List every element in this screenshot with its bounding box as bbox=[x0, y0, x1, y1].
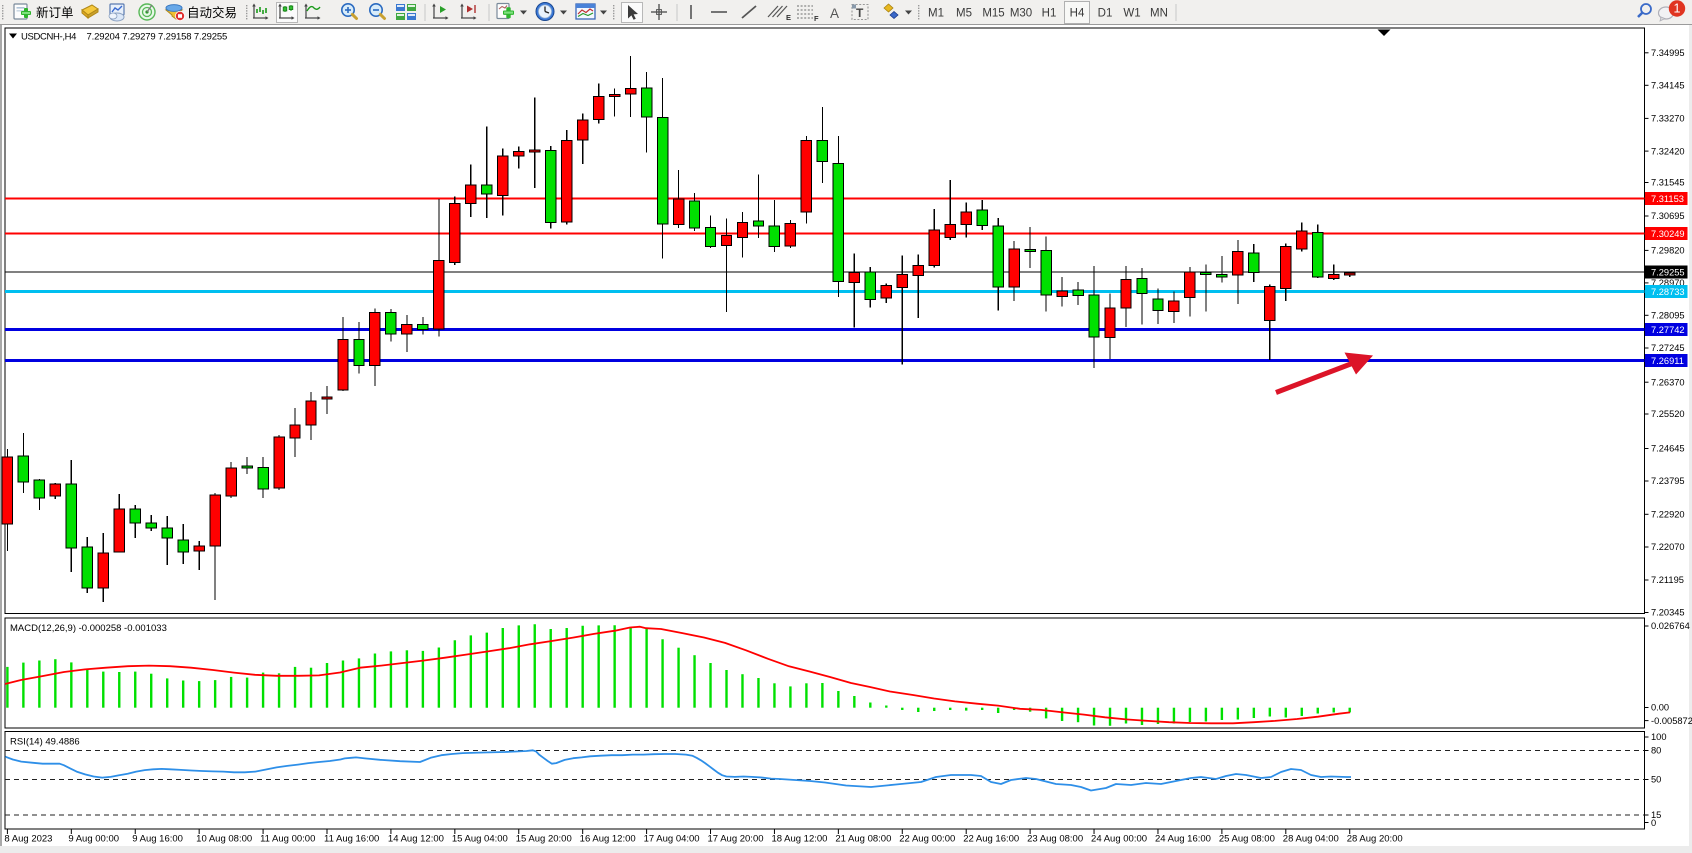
svg-text:USDCNH-,H4: USDCNH-,H4 bbox=[21, 32, 76, 43]
svg-text:80: 80 bbox=[1651, 746, 1661, 756]
svg-text:7.26911: 7.26911 bbox=[1651, 356, 1684, 366]
svg-text:7.32420: 7.32420 bbox=[1651, 146, 1685, 156]
svg-text:M15: M15 bbox=[982, 8, 1004, 20]
svg-text:-0.005872: -0.005872 bbox=[1651, 716, 1692, 726]
svg-text:24 Aug 00:00: 24 Aug 00:00 bbox=[1091, 834, 1147, 845]
svg-text:7.28095: 7.28095 bbox=[1651, 311, 1685, 321]
svg-text:23 Aug 08:00: 23 Aug 08:00 bbox=[1027, 834, 1083, 845]
svg-text:8 Aug 2023: 8 Aug 2023 bbox=[4, 834, 52, 845]
svg-text:7.27742: 7.27742 bbox=[1651, 325, 1685, 335]
svg-text:14 Aug 12:00: 14 Aug 12:00 bbox=[388, 834, 444, 845]
svg-text:7.31153: 7.31153 bbox=[1651, 194, 1684, 204]
svg-text:7.23795: 7.23795 bbox=[1651, 476, 1685, 486]
svg-text:15 Aug 04:00: 15 Aug 04:00 bbox=[452, 834, 508, 845]
svg-text:1: 1 bbox=[1674, 2, 1681, 16]
svg-text:22 Aug 16:00: 22 Aug 16:00 bbox=[963, 834, 1019, 845]
svg-text:MACD(12,26,9) -0.000258 -0.001: MACD(12,26,9) -0.000258 -0.001033 bbox=[10, 623, 167, 634]
svg-text:7.29204 7.29279 7.29158 7.2925: 7.29204 7.29279 7.29158 7.29255 bbox=[87, 32, 228, 43]
svg-text:28 Aug 20:00: 28 Aug 20:00 bbox=[1347, 834, 1403, 845]
svg-text:15 Aug 20:00: 15 Aug 20:00 bbox=[516, 834, 572, 845]
svg-text:7.21195: 7.21195 bbox=[1651, 575, 1684, 585]
svg-text:9 Aug 00:00: 9 Aug 00:00 bbox=[68, 834, 119, 845]
svg-text:7.29820: 7.29820 bbox=[1651, 246, 1685, 256]
svg-text:7.22070: 7.22070 bbox=[1651, 542, 1685, 552]
svg-text:100: 100 bbox=[1651, 732, 1667, 742]
svg-text:7.31545: 7.31545 bbox=[1651, 178, 1685, 188]
svg-text:新订单: 新订单 bbox=[36, 5, 74, 20]
svg-text:0.00: 0.00 bbox=[1651, 703, 1669, 713]
svg-text:17 Aug 04:00: 17 Aug 04:00 bbox=[644, 834, 700, 845]
svg-text:7.28733: 7.28733 bbox=[1651, 287, 1685, 297]
svg-text:11 Aug 16:00: 11 Aug 16:00 bbox=[324, 834, 379, 845]
svg-text:A: A bbox=[830, 6, 839, 21]
svg-text:22 Aug 00:00: 22 Aug 00:00 bbox=[899, 834, 955, 845]
svg-text:15: 15 bbox=[1651, 810, 1661, 820]
svg-text:24 Aug 16:00: 24 Aug 16:00 bbox=[1155, 834, 1211, 845]
svg-text:M30: M30 bbox=[1010, 8, 1032, 20]
svg-text:7.28970: 7.28970 bbox=[1651, 278, 1685, 288]
svg-text:16 Aug 12:00: 16 Aug 12:00 bbox=[580, 834, 636, 845]
svg-text:7.27245: 7.27245 bbox=[1651, 343, 1685, 353]
svg-text:7.34995: 7.34995 bbox=[1651, 48, 1685, 58]
svg-text:0.026764: 0.026764 bbox=[1651, 621, 1690, 631]
svg-text:18 Aug 12:00: 18 Aug 12:00 bbox=[771, 834, 827, 845]
svg-text:17 Aug 20:00: 17 Aug 20:00 bbox=[708, 834, 764, 845]
svg-text:11 Aug 00:00: 11 Aug 00:00 bbox=[260, 834, 315, 845]
svg-text:7.30249: 7.30249 bbox=[1651, 229, 1685, 239]
svg-text:M1: M1 bbox=[928, 8, 944, 20]
svg-text:21 Aug 08:00: 21 Aug 08:00 bbox=[835, 834, 891, 845]
svg-text:7.34145: 7.34145 bbox=[1651, 81, 1685, 91]
svg-text:E: E bbox=[786, 13, 791, 22]
svg-text:28 Aug 04:00: 28 Aug 04:00 bbox=[1283, 834, 1339, 845]
svg-text:7.20345: 7.20345 bbox=[1651, 608, 1685, 618]
svg-text:7.33270: 7.33270 bbox=[1651, 114, 1685, 124]
svg-text:50: 50 bbox=[1651, 775, 1661, 785]
svg-text:7.24645: 7.24645 bbox=[1651, 444, 1685, 454]
svg-text:7.29255: 7.29255 bbox=[1651, 268, 1685, 278]
svg-text:H1: H1 bbox=[1042, 8, 1057, 20]
svg-text:H4: H4 bbox=[1070, 8, 1085, 20]
svg-text:MN: MN bbox=[1150, 8, 1168, 20]
svg-text:7.26370: 7.26370 bbox=[1651, 377, 1685, 387]
svg-text:自动交易: 自动交易 bbox=[187, 5, 237, 20]
svg-text:D1: D1 bbox=[1098, 8, 1113, 20]
svg-text:W1: W1 bbox=[1123, 8, 1140, 20]
svg-text:RSI(14) 49.4886: RSI(14) 49.4886 bbox=[10, 737, 80, 748]
svg-text:F: F bbox=[814, 14, 819, 23]
svg-text:0: 0 bbox=[1651, 818, 1656, 828]
svg-text:9 Aug 16:00: 9 Aug 16:00 bbox=[132, 834, 183, 845]
svg-text:10 Aug 08:00: 10 Aug 08:00 bbox=[196, 834, 252, 845]
svg-text:25 Aug 08:00: 25 Aug 08:00 bbox=[1219, 834, 1275, 845]
svg-text:7.30695: 7.30695 bbox=[1651, 211, 1685, 221]
svg-text:M5: M5 bbox=[956, 8, 972, 20]
svg-text:T: T bbox=[856, 6, 864, 20]
svg-text:7.22920: 7.22920 bbox=[1651, 510, 1685, 520]
svg-text:7.25520: 7.25520 bbox=[1651, 409, 1685, 419]
